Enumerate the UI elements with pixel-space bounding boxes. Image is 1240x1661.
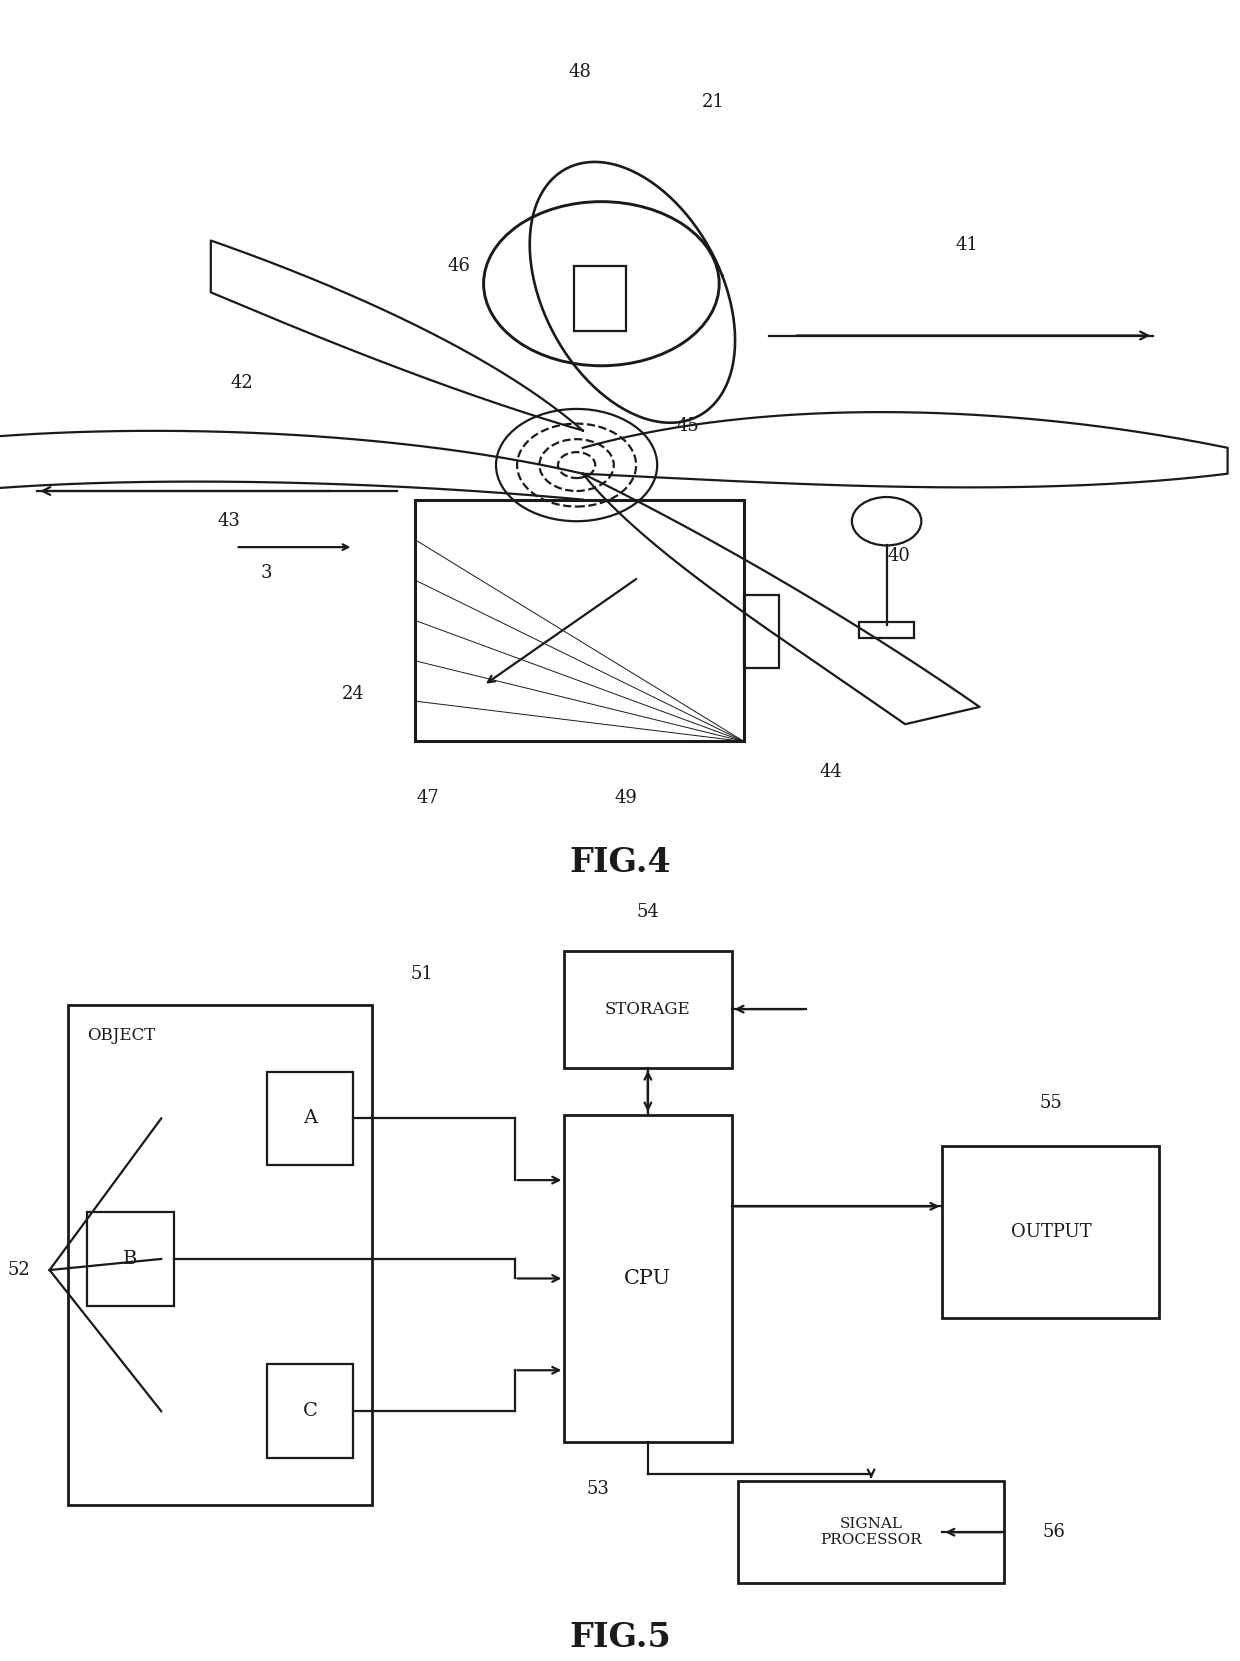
Text: SIGNAL
PROCESSOR: SIGNAL PROCESSOR [820,1516,923,1548]
Bar [574,266,626,331]
Text: OBJECT: OBJECT [87,1028,155,1045]
Text: A: A [303,1110,317,1128]
Text: 21: 21 [702,93,724,111]
Text: 48: 48 [569,63,591,81]
Text: 52: 52 [7,1261,30,1279]
Text: OUTPUT: OUTPUT [1011,1222,1091,1241]
Bar [744,595,779,668]
Text: 46: 46 [448,257,470,276]
Bar [564,950,732,1068]
Text: 3: 3 [260,565,273,581]
Text: 43: 43 [218,512,241,530]
Text: FIG.4: FIG.4 [569,845,671,879]
Text: 42: 42 [231,374,253,392]
Text: 55: 55 [1039,1095,1063,1111]
Bar [859,623,914,638]
Text: 51: 51 [410,965,433,983]
Text: FIG.5: FIG.5 [569,1621,671,1654]
Text: 49: 49 [615,789,637,807]
Bar [415,500,744,741]
Bar [564,1115,732,1442]
Bar [942,1146,1159,1317]
Text: 41: 41 [956,236,978,254]
Bar [738,1482,1004,1583]
Text: 47: 47 [417,789,439,807]
Text: B: B [123,1251,138,1267]
Text: 53: 53 [587,1480,610,1498]
Text: CPU: CPU [624,1269,672,1287]
Text: 56: 56 [1043,1523,1065,1541]
Text: 54: 54 [636,902,660,920]
Text: 40: 40 [888,546,910,565]
Bar [267,1364,353,1458]
Bar [87,1213,174,1306]
Bar [68,1005,372,1505]
Bar [267,1071,353,1166]
Text: C: C [303,1402,317,1420]
Text: 44: 44 [820,762,842,781]
Text: 24: 24 [342,684,365,703]
Text: STORAGE: STORAGE [605,1000,691,1018]
Text: 45: 45 [677,417,699,435]
